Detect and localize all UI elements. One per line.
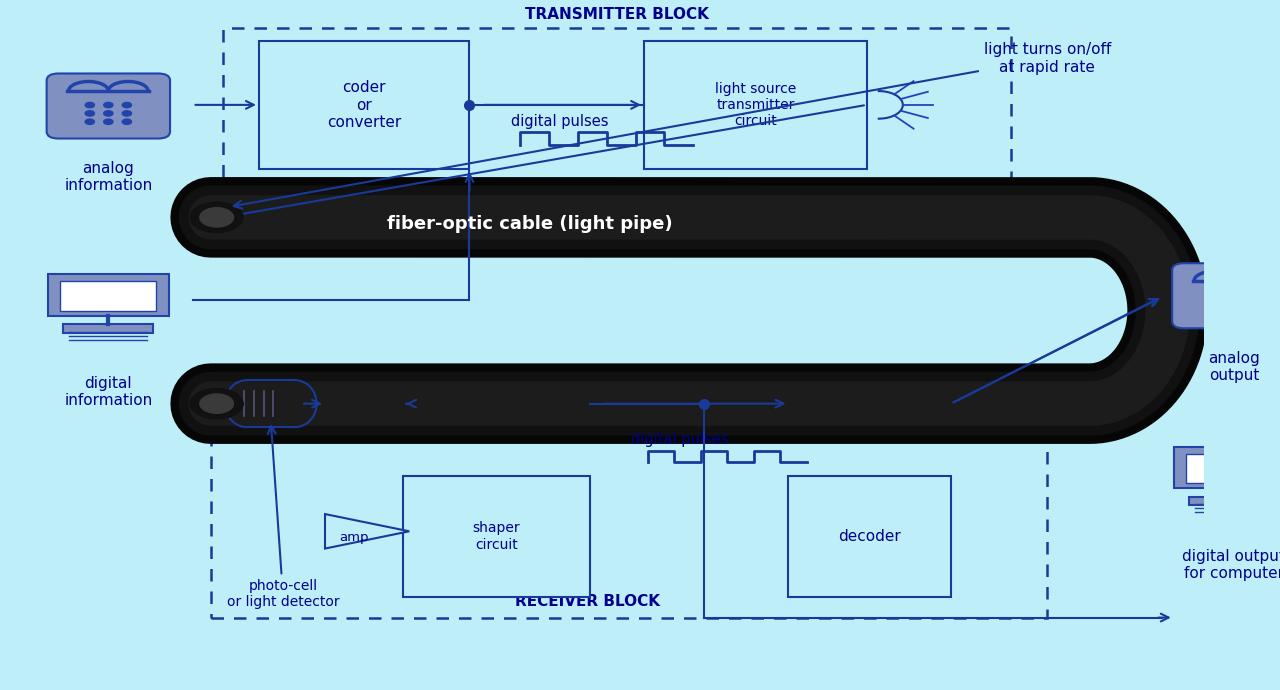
Circle shape — [104, 119, 113, 124]
FancyBboxPatch shape — [1172, 264, 1280, 328]
Circle shape — [123, 110, 132, 116]
Circle shape — [86, 110, 95, 116]
FancyBboxPatch shape — [46, 74, 170, 139]
Circle shape — [104, 102, 113, 108]
FancyBboxPatch shape — [1185, 454, 1280, 483]
Circle shape — [1211, 301, 1220, 306]
FancyBboxPatch shape — [49, 275, 169, 316]
FancyBboxPatch shape — [1174, 447, 1280, 489]
Circle shape — [1248, 309, 1257, 314]
Circle shape — [191, 388, 243, 419]
Circle shape — [200, 394, 233, 413]
Circle shape — [123, 102, 132, 108]
Text: light turns on/off
at rapid rate: light turns on/off at rapid rate — [234, 43, 1111, 208]
Text: digital
information: digital information — [64, 376, 152, 408]
Text: RECEIVER BLOCK: RECEIVER BLOCK — [515, 594, 659, 609]
FancyBboxPatch shape — [788, 476, 951, 597]
Circle shape — [123, 119, 132, 124]
Text: amp: amp — [339, 531, 369, 544]
FancyBboxPatch shape — [644, 41, 867, 169]
FancyBboxPatch shape — [60, 282, 156, 310]
Text: TRANSMITTER BLOCK: TRANSMITTER BLOCK — [525, 7, 709, 22]
Text: shaper
circuit: shaper circuit — [472, 522, 521, 551]
Text: coder
or
converter: coder or converter — [326, 80, 401, 130]
Circle shape — [1229, 292, 1239, 297]
Circle shape — [1211, 292, 1220, 297]
Bar — [223, 28, 1011, 183]
Text: light source
transmitter
circuit: light source transmitter circuit — [714, 82, 796, 128]
Circle shape — [1229, 301, 1239, 306]
Text: analog
information: analog information — [64, 161, 152, 193]
Circle shape — [191, 202, 243, 233]
FancyBboxPatch shape — [403, 476, 590, 597]
Circle shape — [1211, 309, 1220, 314]
Polygon shape — [325, 514, 410, 549]
FancyBboxPatch shape — [259, 41, 470, 169]
FancyBboxPatch shape — [63, 324, 154, 333]
Circle shape — [86, 119, 95, 124]
Circle shape — [104, 110, 113, 116]
Circle shape — [86, 102, 95, 108]
Text: fiber-optic cable (light pipe): fiber-optic cable (light pipe) — [387, 215, 672, 233]
Bar — [211, 428, 1047, 618]
Circle shape — [1248, 292, 1257, 297]
Text: digital output
for computer: digital output for computer — [1183, 549, 1280, 581]
Circle shape — [1248, 301, 1257, 306]
Circle shape — [200, 208, 233, 227]
Text: photo-cell
or light detector: photo-cell or light detector — [227, 426, 339, 609]
Text: digital pulses: digital pulses — [631, 432, 728, 447]
Text: analog
output: analog output — [1208, 351, 1260, 383]
FancyBboxPatch shape — [1189, 497, 1279, 506]
Text: digital pulses: digital pulses — [511, 114, 608, 129]
Text: decoder: decoder — [838, 529, 901, 544]
Circle shape — [1229, 309, 1239, 314]
